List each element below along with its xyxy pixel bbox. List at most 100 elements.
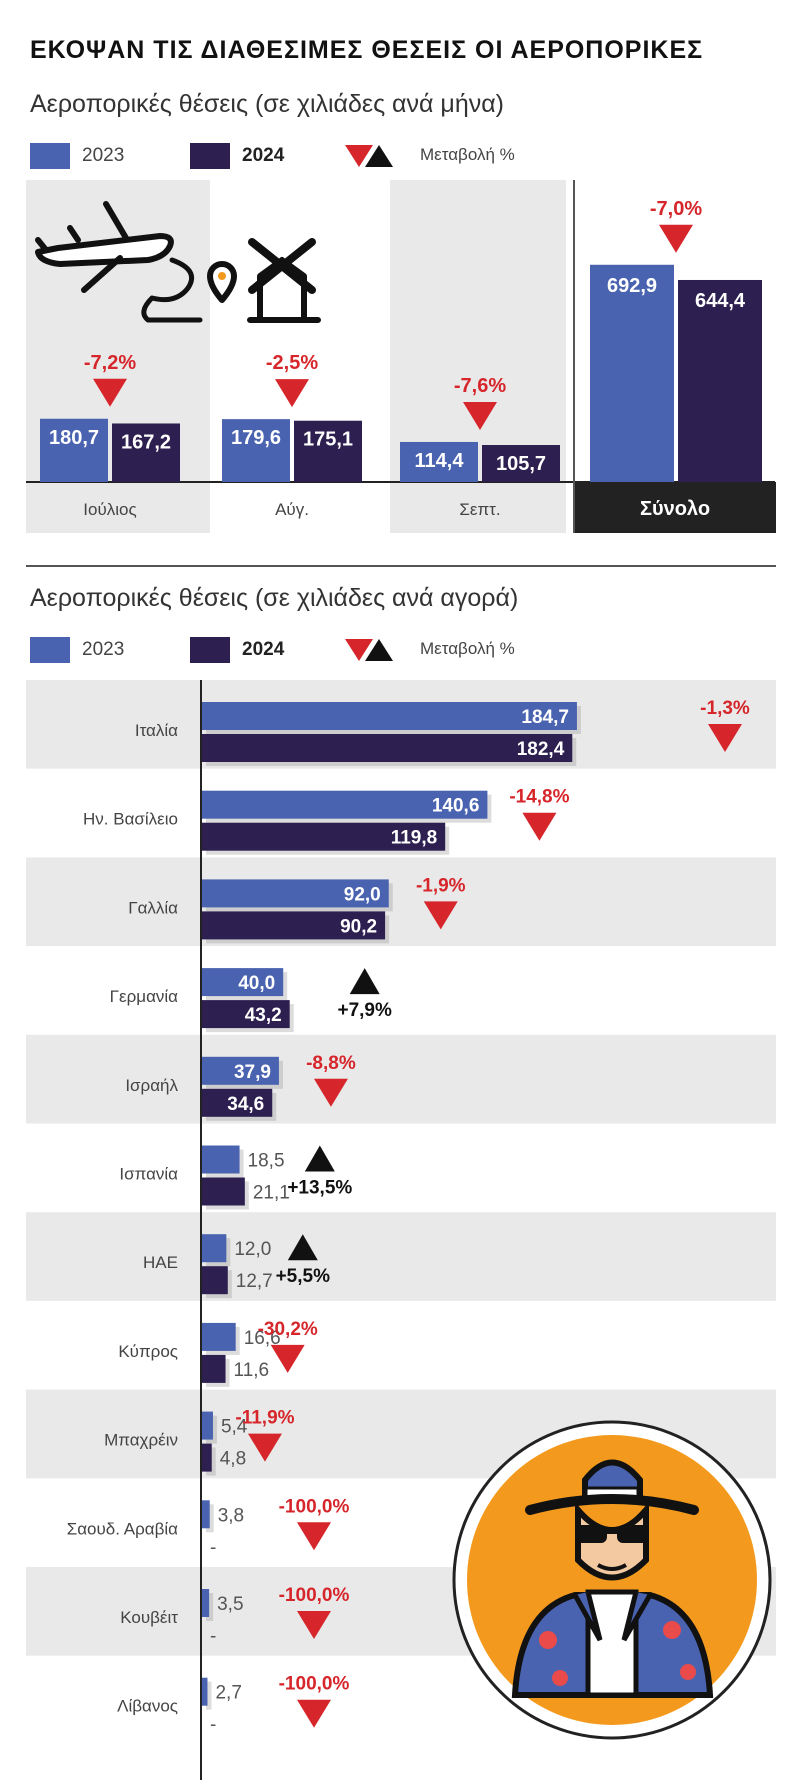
market-chart: Ιταλία 184,7 182,4 -1,3% Ην. Βασίλειο 140,6 11…	[26, 680, 776, 1780]
legend-swatch-2024	[190, 143, 230, 169]
bar-2024-8	[202, 1443, 212, 1472]
bar-2023-2	[202, 879, 389, 908]
bar-2024-2	[482, 445, 560, 482]
bar-2023-11	[202, 1677, 208, 1706]
value-label-2024-0: 167,2	[121, 431, 171, 453]
sunglasses-right	[617, 1525, 649, 1543]
category-label-0: Ιούλιος	[83, 500, 136, 519]
market-label-8: Μπαχρέιν	[104, 1431, 178, 1450]
change-label-6: +5,5%	[276, 1266, 331, 1287]
row-band-6	[26, 1212, 776, 1301]
category-label-3: Σύνολο	[640, 498, 710, 520]
value-label-2024-4: 34,6	[227, 1094, 264, 1115]
value-label-2023-5: 18,5	[248, 1151, 285, 1172]
value-label-2023-7: 16,6	[244, 1328, 281, 1349]
bar-shadow-2023-10	[206, 1593, 214, 1621]
row-band-4	[26, 1034, 776, 1124]
value-label-2024-9: -	[210, 1537, 216, 1558]
monthly-legend: 2023 2024 Μεταβολή %	[30, 143, 550, 173]
bar-2023-7	[202, 1322, 236, 1351]
plane-wings-icon	[35, 201, 129, 293]
section-divider	[26, 565, 776, 567]
value-label-2023-0: 180,7	[49, 427, 99, 449]
value-label-2024-5: 21,1	[253, 1183, 290, 1204]
legend-label-change: Μεταβολή %	[420, 145, 515, 164]
windmill-blades-icon	[248, 238, 316, 294]
legend2-swatch-2023	[30, 637, 70, 663]
value-label-2023-1: 179,6	[231, 427, 281, 449]
shirt-flower-3	[552, 1670, 568, 1686]
map-pin-icon	[207, 261, 237, 303]
change-triangle-6	[287, 1234, 318, 1261]
bar-2024-0	[202, 734, 573, 762]
plane-icon	[35, 233, 174, 267]
change-triangle-5	[304, 1145, 335, 1172]
monthly-chart: 180,7 167,2 -7,2% Ιούλιος 179,6 175,1 -2,5% Αύγ…	[26, 180, 776, 533]
row-band-2	[26, 857, 776, 947]
legend-change-triangles	[345, 145, 393, 167]
value-label-2023-3: 692,9	[607, 275, 657, 297]
change-label-3: -7,0%	[650, 198, 702, 220]
change-label-3: +7,9%	[337, 1000, 392, 1021]
value-label-2024-0: 182,4	[517, 739, 565, 760]
bar-2024-2	[202, 911, 386, 940]
legend2-change-triangles	[345, 639, 393, 661]
value-label-2023-2: 92,0	[344, 884, 381, 905]
shirt-flower-1	[539, 1631, 557, 1649]
bar-2023-10	[202, 1589, 210, 1617]
change-label-4: -8,8%	[306, 1053, 356, 1074]
change-triangle-7	[270, 1344, 305, 1373]
market-label-10: Κουβέιτ	[120, 1608, 178, 1627]
bar-2024-6	[202, 1266, 228, 1295]
page-title: ΕΚΟΨΑΝ ΤΙΣ ΔΙΑΘΕΣΙΜΕΣ ΘΕΣΕΙΣ ΟΙ ΑΕΡΟΠΟΡΙ…	[30, 36, 704, 64]
value-label-2024-11: -	[210, 1715, 216, 1736]
legend2-label-change: Μεταβολή %	[420, 639, 515, 658]
map-pin-dot	[218, 272, 226, 280]
bar-shadow-2023-9	[206, 1504, 214, 1533]
change-label-0: -1,3%	[700, 698, 750, 719]
change-triangle-8	[247, 1433, 282, 1462]
bar-2023-1	[202, 790, 488, 819]
bar-2024-4	[202, 1088, 273, 1117]
bar-2023-3	[590, 264, 674, 482]
market-chart-title: Αεροπορικές θέσεις (σε χιλιάδες ανά αγορ…	[30, 584, 519, 612]
legend-down-triangle-icon	[345, 145, 373, 167]
change-triangle-11	[297, 1699, 331, 1728]
legend2-down-triangle-icon	[345, 639, 373, 661]
value-label-2024-1: 119,8	[391, 828, 438, 849]
market-label-4: Ισραήλ	[125, 1076, 178, 1095]
legend-swatch-2023	[30, 143, 70, 169]
monthly-chart-title: Αεροπορικές θέσεις (σε χιλιάδες ανά μήνα…	[30, 90, 504, 118]
sunglasses-left	[575, 1525, 607, 1543]
change-triangle-0	[708, 724, 742, 752]
value-label-2023-0: 184,7	[521, 707, 569, 728]
change-triangle-0	[93, 378, 127, 407]
value-label-2024-2: 90,2	[340, 916, 377, 937]
market-bars: Ιταλία 184,7 182,4 -1,3% Ην. Βασίλειο 140,6 11…	[67, 698, 750, 1736]
change-triangle-4	[313, 1078, 348, 1107]
change-triangle-2	[463, 401, 497, 430]
change-triangle-9	[297, 1522, 331, 1551]
change-label-8: -11,9%	[235, 1408, 294, 1429]
market-label-0: Ιταλία	[135, 721, 178, 740]
change-triangle-10	[297, 1611, 331, 1639]
bar-2023-0	[202, 702, 577, 730]
change-triangle-2	[423, 901, 458, 930]
value-label-2023-4: 37,9	[234, 1062, 271, 1083]
market-label-7: Κύπρος	[118, 1342, 178, 1361]
change-triangle-1	[275, 379, 309, 408]
value-label-2024-10: -	[210, 1626, 216, 1647]
bar-2023-1	[222, 419, 290, 482]
legend-label-2023: 2023	[82, 145, 125, 166]
value-label-2023-10: 3,5	[217, 1594, 243, 1615]
market-label-5: Ισπανία	[119, 1165, 178, 1184]
value-label-2023-1: 140,6	[432, 796, 480, 817]
monthly-bars: 180,7 167,2 -7,2% Ιούλιος 179,6 175,1 -2,5% Αύγ…	[40, 198, 762, 520]
change-triangle-3	[659, 224, 693, 253]
change-label-7: -30,2%	[258, 1319, 318, 1340]
bar-2024-1	[294, 420, 362, 482]
bar-2024-3	[678, 279, 762, 482]
traveler-badge-illustration	[452, 1420, 772, 1740]
route-path-icon	[141, 257, 203, 323]
change-label-2: -1,9%	[416, 875, 466, 896]
